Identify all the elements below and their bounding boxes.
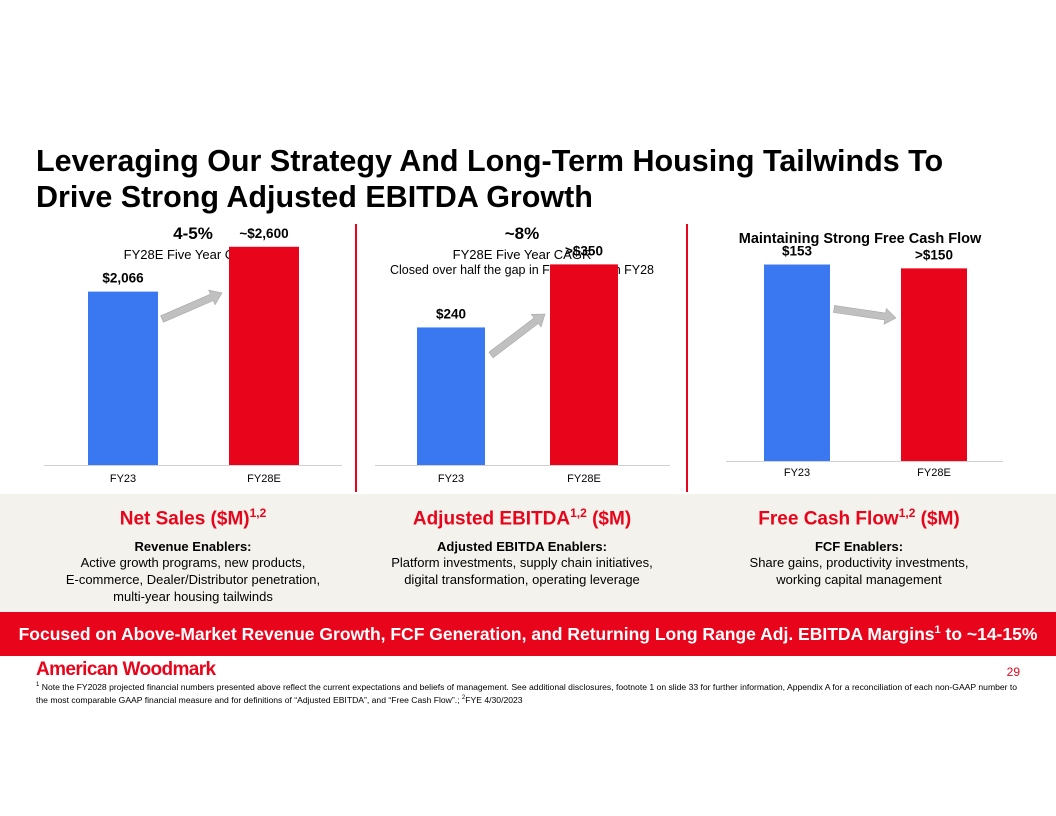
net-sales-panel: 4-5% FY28E Five Year CAGR $2,066 FY23 ~$2,…	[36, 222, 350, 492]
adjusted-ebitda-chart: $240 FY23 >$350 FY28E	[375, 243, 670, 485]
metric-title: Free Cash Flow1,2 ($M)	[758, 506, 960, 530]
net-sales-chart: $2,066 FY23 ~$2,600 FY28E	[44, 226, 342, 485]
net-sales-cagr: 4-5%	[173, 224, 213, 243]
category-label: FY28E	[917, 467, 951, 479]
focus-banner: Focused on Above-Market Revenue Growth, …	[0, 612, 1056, 656]
fcf-metric: Free Cash Flow1,2 ($M) FCF Enablers: Sha…	[694, 506, 1024, 588]
ebitda-cagr-label: FY28E Five Year CAGR	[452, 247, 592, 262]
adjusted-ebitda-metric: Adjusted EBITDA1,2 ($M) Adjusted EBITDA …	[357, 506, 687, 588]
bar-fy23	[88, 291, 158, 465]
metrics-band: Net Sales ($M)1,2 Revenue Enablers: Acti…	[0, 494, 1056, 612]
category-label: FY23	[438, 473, 464, 485]
category-label: FY23	[784, 467, 810, 479]
metric-enablers-text: Active growth programs, new products, E-…	[65, 555, 321, 604]
trend-arrow-icon	[488, 313, 546, 359]
net-sales-metric: Net Sales ($M)1,2 Revenue Enablers: Acti…	[36, 506, 350, 605]
category-label: FY23	[110, 473, 136, 485]
page-number: 29	[1006, 665, 1020, 679]
net-sales-cagr-label: FY28E Five Year CAGR	[123, 247, 263, 262]
metric-enablers-label: Revenue Enablers:	[134, 539, 252, 554]
category-label: FY28E	[567, 473, 601, 485]
fcf-chart: $153 FY23 >$150 FY28E	[726, 244, 1003, 479]
data-label: >$350	[565, 243, 603, 258]
bar-fy28e	[550, 264, 618, 465]
data-label: $153	[782, 244, 813, 259]
bar-fy28e	[901, 268, 967, 461]
data-label: ~$2,600	[239, 226, 288, 241]
bar-fy28e	[229, 246, 299, 465]
fcf-panel: Maintaining Strong Free Cash Flow $153 FY…	[700, 222, 1020, 492]
data-label: $2,066	[102, 271, 144, 286]
trend-arrow-icon	[833, 305, 897, 325]
metric-enablers-label: Adjusted EBITDA Enablers:	[437, 539, 607, 554]
trend-arrow-icon	[160, 289, 223, 323]
data-label: >$150	[915, 247, 953, 262]
slide-title: Leveraging Our Strategy And Long-Term Ho…	[36, 143, 1026, 215]
panel-divider-right	[686, 224, 688, 492]
category-label: FY28E	[247, 473, 281, 485]
slide-title-line-2: Drive Strong Adjusted EBITDA Growth	[36, 180, 593, 214]
metric-enablers-text: Platform investments, supply chain initi…	[391, 555, 653, 587]
metric-enablers-label: FCF Enablers:	[814, 539, 904, 554]
bar-fy23	[417, 327, 485, 465]
fcf-chart-title: Maintaining Strong Free Cash Flow	[738, 231, 982, 247]
ebitda-cagr: ~8%	[504, 224, 540, 243]
metric-title: Net Sales ($M)1,2	[119, 506, 267, 530]
adjusted-ebitda-panel: ~8% FY28E Five Year CAGR Closed over hal…	[367, 222, 677, 492]
data-label: $240	[436, 306, 466, 321]
metric-enablers-text: Share gains, productivity investments, w…	[749, 555, 969, 587]
metric-title: Adjusted EBITDA1,2 ($M)	[412, 506, 632, 530]
slide-title-line-1: Leveraging Our Strategy And Long-Term Ho…	[36, 144, 944, 178]
bar-fy23	[764, 264, 830, 461]
company-logo: American Woodmark	[36, 659, 216, 680]
panel-divider-left	[355, 224, 357, 492]
footnote: 1 Note the FY2028 projected financial nu…	[36, 681, 1018, 705]
